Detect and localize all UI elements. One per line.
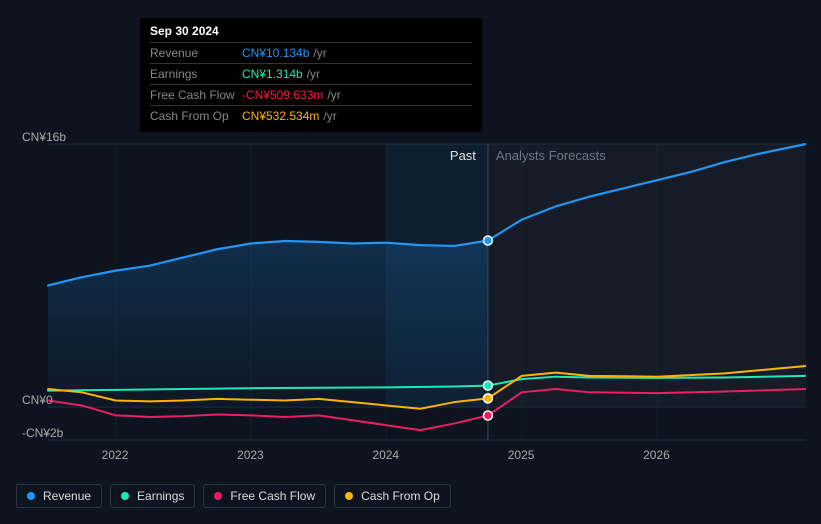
legend-label: Earnings xyxy=(137,489,184,503)
y-axis-label: CN¥16b xyxy=(22,130,66,144)
tooltip-metric-suffix: /yr xyxy=(307,66,320,82)
tooltip-metric-value: CN¥1.314b xyxy=(242,66,303,82)
legend-item-fcf[interactable]: Free Cash Flow xyxy=(203,484,326,508)
legend-item-revenue[interactable]: Revenue xyxy=(16,484,102,508)
tooltip-metric-label: Revenue xyxy=(150,45,242,61)
x-axis-label: 2022 xyxy=(102,448,129,462)
legend-label: Revenue xyxy=(43,489,91,503)
x-axis-label: 2026 xyxy=(643,448,670,462)
tooltip-row: EarningsCN¥1.314b/yr xyxy=(150,63,472,84)
chart-tooltip: Sep 30 2024 RevenueCN¥10.134b/yrEarnings… xyxy=(140,18,482,132)
past-region-label: Past xyxy=(450,148,476,163)
tooltip-metric-value: CN¥10.134b xyxy=(242,45,309,61)
marker-fcf xyxy=(483,411,492,420)
marker-earnings xyxy=(483,381,492,390)
forecast-region-label: Analysts Forecasts xyxy=(496,148,606,163)
tooltip-metric-suffix: /yr xyxy=(313,45,326,61)
tooltip-row: Free Cash Flow-CN¥509.633m/yr xyxy=(150,84,472,105)
x-axis-label: 2025 xyxy=(508,448,535,462)
tooltip-metric-value: -CN¥509.633m xyxy=(242,87,323,103)
marker-cfo xyxy=(483,394,492,403)
legend-item-earnings[interactable]: Earnings xyxy=(110,484,195,508)
tooltip-metric-suffix: /yr xyxy=(327,87,340,103)
marker-revenue xyxy=(483,236,492,245)
x-axis-label: 2024 xyxy=(372,448,399,462)
x-axis-label: 2023 xyxy=(237,448,264,462)
legend-swatch-icon xyxy=(345,492,353,500)
tooltip-row: RevenueCN¥10.134b/yr xyxy=(150,42,472,63)
tooltip-metric-label: Free Cash Flow xyxy=(150,87,242,103)
legend-swatch-icon xyxy=(27,492,35,500)
tooltip-title: Sep 30 2024 xyxy=(150,24,472,38)
chart-legend: Revenue Earnings Free Cash Flow Cash From O… xyxy=(16,484,451,508)
chart-container: Sep 30 2024 RevenueCN¥10.134b/yrEarnings… xyxy=(0,0,821,524)
tooltip-metric-label: Earnings xyxy=(150,66,242,82)
line-chart[interactable] xyxy=(16,120,806,450)
legend-item-cfo[interactable]: Cash From Op xyxy=(334,484,451,508)
legend-label: Free Cash Flow xyxy=(230,489,315,503)
legend-swatch-icon xyxy=(121,492,129,500)
y-axis-label: CN¥0 xyxy=(22,393,53,407)
y-axis-label: -CN¥2b xyxy=(22,426,63,440)
legend-swatch-icon xyxy=(214,492,222,500)
legend-label: Cash From Op xyxy=(361,489,440,503)
